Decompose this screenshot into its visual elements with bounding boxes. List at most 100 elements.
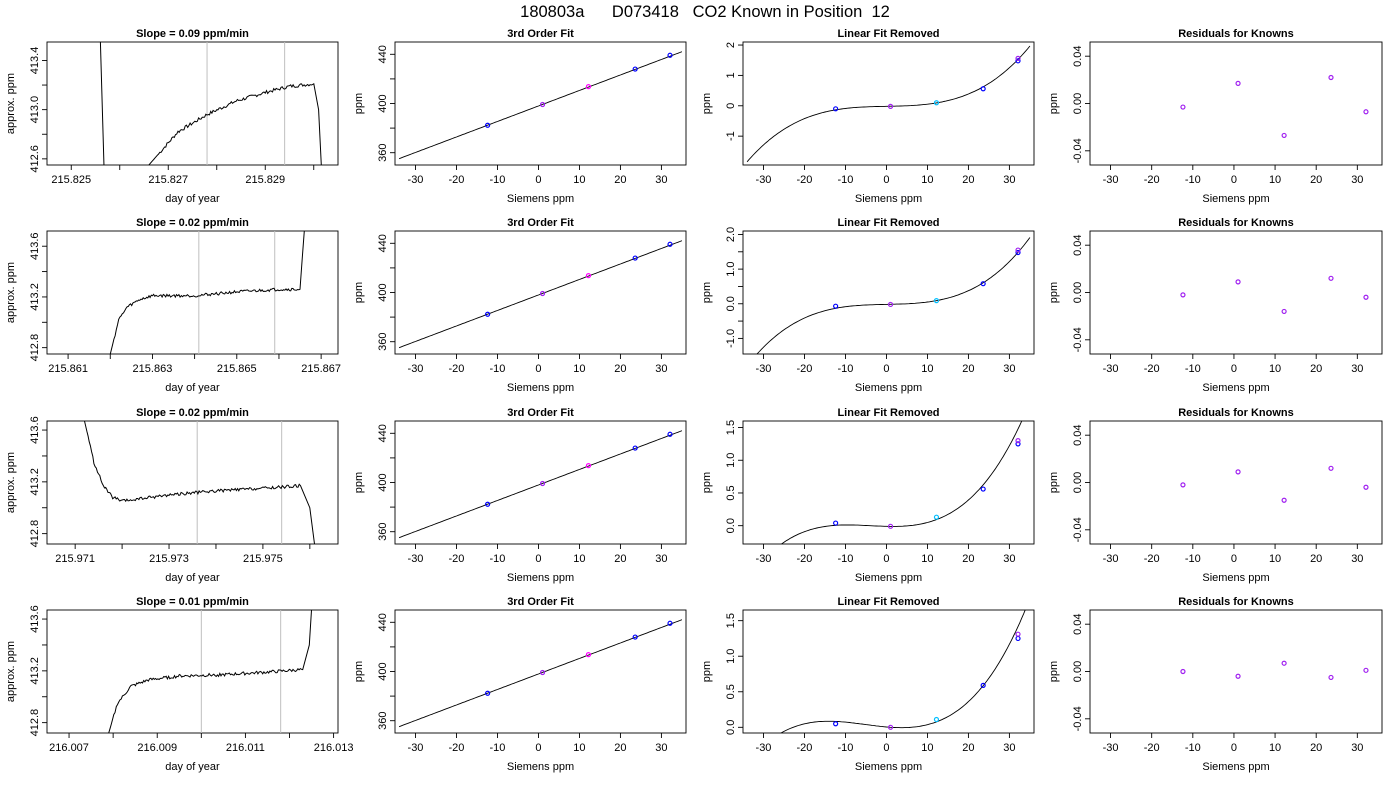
y-tick-label: 2.0 <box>725 227 737 242</box>
y-tick-label: 412.8 <box>29 520 41 548</box>
y-axis-label: ppm <box>1048 661 1060 682</box>
plot-title: 3rd Order Fit <box>507 596 574 608</box>
data-point <box>632 66 638 72</box>
data-point <box>585 273 592 279</box>
y-tick-label: 0.04 <box>1072 234 1084 255</box>
x-tick-label: 216.013 <box>314 742 354 754</box>
x-tick-label: 215.829 <box>245 174 285 186</box>
x-tick-label: -10 <box>838 363 854 375</box>
x-tick-label: 215.971 <box>55 553 95 565</box>
x-tick-label: -10 <box>838 742 854 754</box>
plot-title: 3rd Order Fit <box>507 407 574 419</box>
y-tick-label: 2 <box>725 42 737 48</box>
y-tick-label: 412.6 <box>29 145 41 173</box>
plot-title: Slope = 0.09 ppm/min <box>136 28 249 40</box>
plot-frame <box>1089 609 1383 734</box>
y-tick-label: 0.04 <box>1072 45 1084 66</box>
x-axis-label: Siemens ppm <box>855 572 922 584</box>
panel-0-3: Residuals for Knowns -30 -20 -10 0 10 20 30 -0.0… <box>1048 28 1383 205</box>
data-point <box>667 241 673 247</box>
y-tick-label: 440 <box>377 234 389 252</box>
x-tick-label: -30 <box>408 174 424 186</box>
data-point <box>1015 247 1021 253</box>
data-point <box>980 86 986 92</box>
data-point <box>1180 482 1186 488</box>
plot-frame <box>742 41 1035 166</box>
data-point <box>833 721 839 727</box>
x-tick-label: -30 <box>1103 553 1119 565</box>
data-point <box>933 716 940 723</box>
x-tick-label: -20 <box>797 742 813 754</box>
panel-2-2: Linear Fit Removed -30 -20 -10 0 10 20 30 0.0 0.5… <box>701 407 1035 584</box>
x-tick-label: 10 <box>573 363 585 375</box>
x-tick-label: -10 <box>838 553 854 565</box>
x-tick-label: 30 <box>1003 742 1015 754</box>
data-point <box>1015 441 1021 447</box>
x-tick-label: 30 <box>1003 174 1015 186</box>
x-axis-label: Siemens ppm <box>1202 193 1269 205</box>
y-axis-label: ppm <box>1048 282 1060 303</box>
data-point <box>1328 465 1334 471</box>
x-tick-label: 30 <box>1003 553 1015 565</box>
data-point <box>1180 668 1186 675</box>
x-tick-label: 30 <box>1351 553 1363 565</box>
y-axis-label: ppm <box>1048 472 1060 493</box>
data-point <box>1235 469 1241 475</box>
y-tick-label: 360 <box>377 333 389 351</box>
x-tick-label: 0 <box>883 742 889 754</box>
y-tick-label: 0.04 <box>1072 613 1084 634</box>
x-tick-label: -20 <box>1144 363 1160 375</box>
plot-title: Slope = 0.02 ppm/min <box>136 217 249 229</box>
panel-3-0: Slope = 0.01 ppm/min 216.007 216.009 216.01… <box>5 596 353 773</box>
data-trace <box>109 231 305 354</box>
x-tick-label: 215.825 <box>51 174 91 186</box>
data-point <box>632 445 638 451</box>
x-tick-label: -20 <box>797 174 813 186</box>
data-point <box>887 523 894 529</box>
plot-title: Residuals for Knowns <box>1178 28 1294 40</box>
data-point <box>485 690 491 696</box>
data-point <box>485 311 491 317</box>
plot-area <box>1180 465 1369 503</box>
x-tick-label: 0 <box>535 363 541 375</box>
y-tick-label: 400 <box>377 662 389 680</box>
data-point <box>1015 58 1021 64</box>
x-tick-label: 0 <box>535 553 541 565</box>
y-tick-label: 360 <box>377 144 389 162</box>
y-tick-label: 0.00 <box>1072 661 1084 682</box>
x-tick-label: 10 <box>1269 174 1281 186</box>
panel-0-1: 3rd Order Fit -30 -20 -10 0 10 20 30 360 400 440 Si… <box>353 28 687 205</box>
y-tick-label: 400 <box>377 473 389 491</box>
x-tick-label: -10 <box>1185 742 1201 754</box>
x-axis-label: Siemens ppm <box>507 761 574 773</box>
x-tick-label: -20 <box>797 363 813 375</box>
page-title: 180803a D073418 CO2 Known in Position 12 <box>520 3 890 21</box>
data-point <box>1328 275 1334 281</box>
plot-title: Linear Fit Removed <box>837 596 939 608</box>
data-point <box>585 463 592 469</box>
x-tick-label: 10 <box>1269 363 1281 375</box>
x-tick-label: -30 <box>408 553 424 565</box>
x-tick-label: 10 <box>921 363 933 375</box>
y-axis-label: ppm <box>701 472 713 493</box>
y-axis-label: ppm <box>701 661 713 682</box>
y-axis-label: ppm <box>701 282 713 303</box>
plot-area <box>398 240 683 349</box>
y-tick-label: 413.6 <box>29 232 41 260</box>
x-axis-label: Siemens ppm <box>855 761 922 773</box>
plot-frame <box>1089 420 1383 545</box>
data-point <box>1015 55 1021 62</box>
x-tick-label: 20 <box>962 174 974 186</box>
data-point <box>1235 673 1241 679</box>
x-tick-label: 30 <box>1351 363 1363 375</box>
x-tick-label: 215.861 <box>48 363 88 375</box>
data-point <box>1281 497 1287 503</box>
x-tick-label: 0 <box>535 742 541 754</box>
data-point <box>667 431 673 437</box>
x-tick-label: 20 <box>1310 742 1322 754</box>
data-point <box>1180 104 1186 110</box>
y-tick-label: 0.0 <box>725 296 737 311</box>
plot-area <box>746 45 1031 163</box>
x-tick-label: 20 <box>614 363 626 375</box>
x-tick-label: 216.007 <box>49 742 89 754</box>
